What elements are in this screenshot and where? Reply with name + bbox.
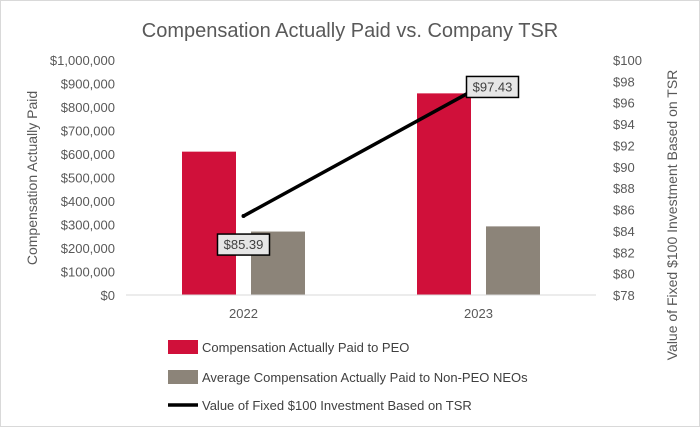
y2-tick-label: $86 <box>613 203 635 218</box>
tsr-label-box <box>465 75 520 99</box>
y2-tick-label: $90 <box>613 160 635 175</box>
y2-tick-label: $98 <box>613 74 635 89</box>
legend-label: Compensation Actually Paid to PEO <box>202 340 409 355</box>
y-tick-label: $700,000 <box>61 124 115 139</box>
y-tick-label: $500,000 <box>61 171 115 186</box>
bar-marks <box>182 93 540 296</box>
bar-peo-2023 <box>417 93 471 296</box>
tsr-point-2022 <box>241 214 246 219</box>
y-tick-label: $200,000 <box>61 241 115 256</box>
tsr-data-label: $97.43 <box>473 79 513 94</box>
bar-neo-2023 <box>486 226 540 295</box>
y2-tick-label: $78 <box>613 288 635 303</box>
y-axis-ticks: $0 $100,000 $200,000 $300,000 $400,000 $500,0… <box>50 53 115 303</box>
y2-tick-label: $94 <box>613 117 635 132</box>
y2-tick-label: $84 <box>613 224 635 239</box>
y-tick-label: $300,000 <box>61 218 115 233</box>
y2-tick-label: $88 <box>613 181 635 196</box>
x-tick-label: 2022 <box>229 306 258 321</box>
y-tick-label: $400,000 <box>61 194 115 209</box>
tsr-line-series: $85.39 $97.43 <box>216 75 520 256</box>
y-tick-label: $0 <box>101 288 115 303</box>
x-axis-ticks: 2022 2023 <box>229 306 493 321</box>
y2-tick-label: $80 <box>613 267 635 282</box>
y-axis-label: Compensation Actually Paid <box>24 91 40 265</box>
legend-label: Average Compensation Actually Paid to No… <box>202 370 528 385</box>
y-tick-label: $600,000 <box>61 147 115 162</box>
y2-tick-label: $92 <box>613 138 635 153</box>
legend-swatch-peo <box>168 340 198 354</box>
x-tick-label: 2023 <box>464 306 493 321</box>
y2-axis-ticks: $78 $80 $82 $84 $86 $88 $90 $92 $94 $96 $98 $100 <box>613 53 642 303</box>
y-tick-label: $900,000 <box>61 77 115 92</box>
tsr-line <box>242 85 480 218</box>
legend-label: Value of Fixed $100 Investment Based on … <box>202 398 472 413</box>
legend: Compensation Actually Paid to PEO Average… <box>168 340 528 413</box>
legend-swatch-neo <box>168 370 198 384</box>
y-tick-label: $800,000 <box>61 100 115 115</box>
y2-tick-label: $96 <box>613 96 635 111</box>
y2-axis-label: Value of Fixed $100 Investment Based on … <box>664 70 680 361</box>
bar-peo-2022 <box>182 151 236 295</box>
tsr-label-box <box>216 233 271 256</box>
y2-tick-label: $100 <box>613 53 642 68</box>
y-tick-label: $100,000 <box>61 265 115 280</box>
tsr-data-label: $85.39 <box>224 237 264 252</box>
y2-tick-label: $82 <box>613 245 635 260</box>
chart-title: Compensation Actually Paid vs. Company T… <box>142 20 559 42</box>
y-tick-label: $1,000,000 <box>50 53 115 68</box>
